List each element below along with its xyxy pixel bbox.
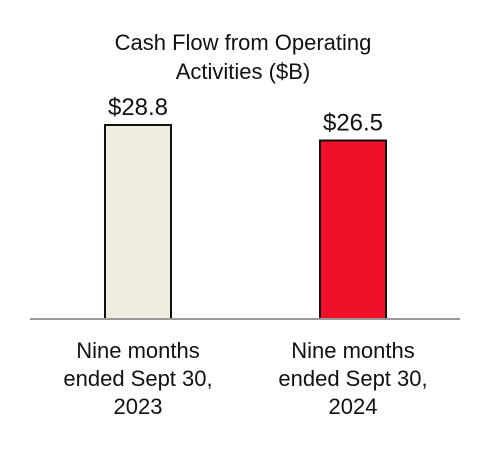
category-label-1-line-2: ended Sept 30, [63,366,212,391]
category-label-2-line-1: Nine months [291,338,415,363]
bar-2 [319,139,387,320]
category-label-2-line-2: ended Sept 30, [278,366,427,391]
data-label-2: $26.5 [323,109,383,136]
data-label-1: $28.8 [108,94,168,121]
category-label-2-line-3: 2024 [329,394,378,419]
chart-title-line-2: Activities ($B) [176,59,310,84]
bar-1 [104,124,172,320]
chart-title-line-1: Cash Flow from Operating [115,30,372,55]
category-label-1-line-1: Nine months [76,338,200,363]
bars-group: $28.8 Nine months ended Sept 30, 2023 $26.5 N… [63,94,427,419]
category-label-1-line-3: 2023 [114,394,163,419]
